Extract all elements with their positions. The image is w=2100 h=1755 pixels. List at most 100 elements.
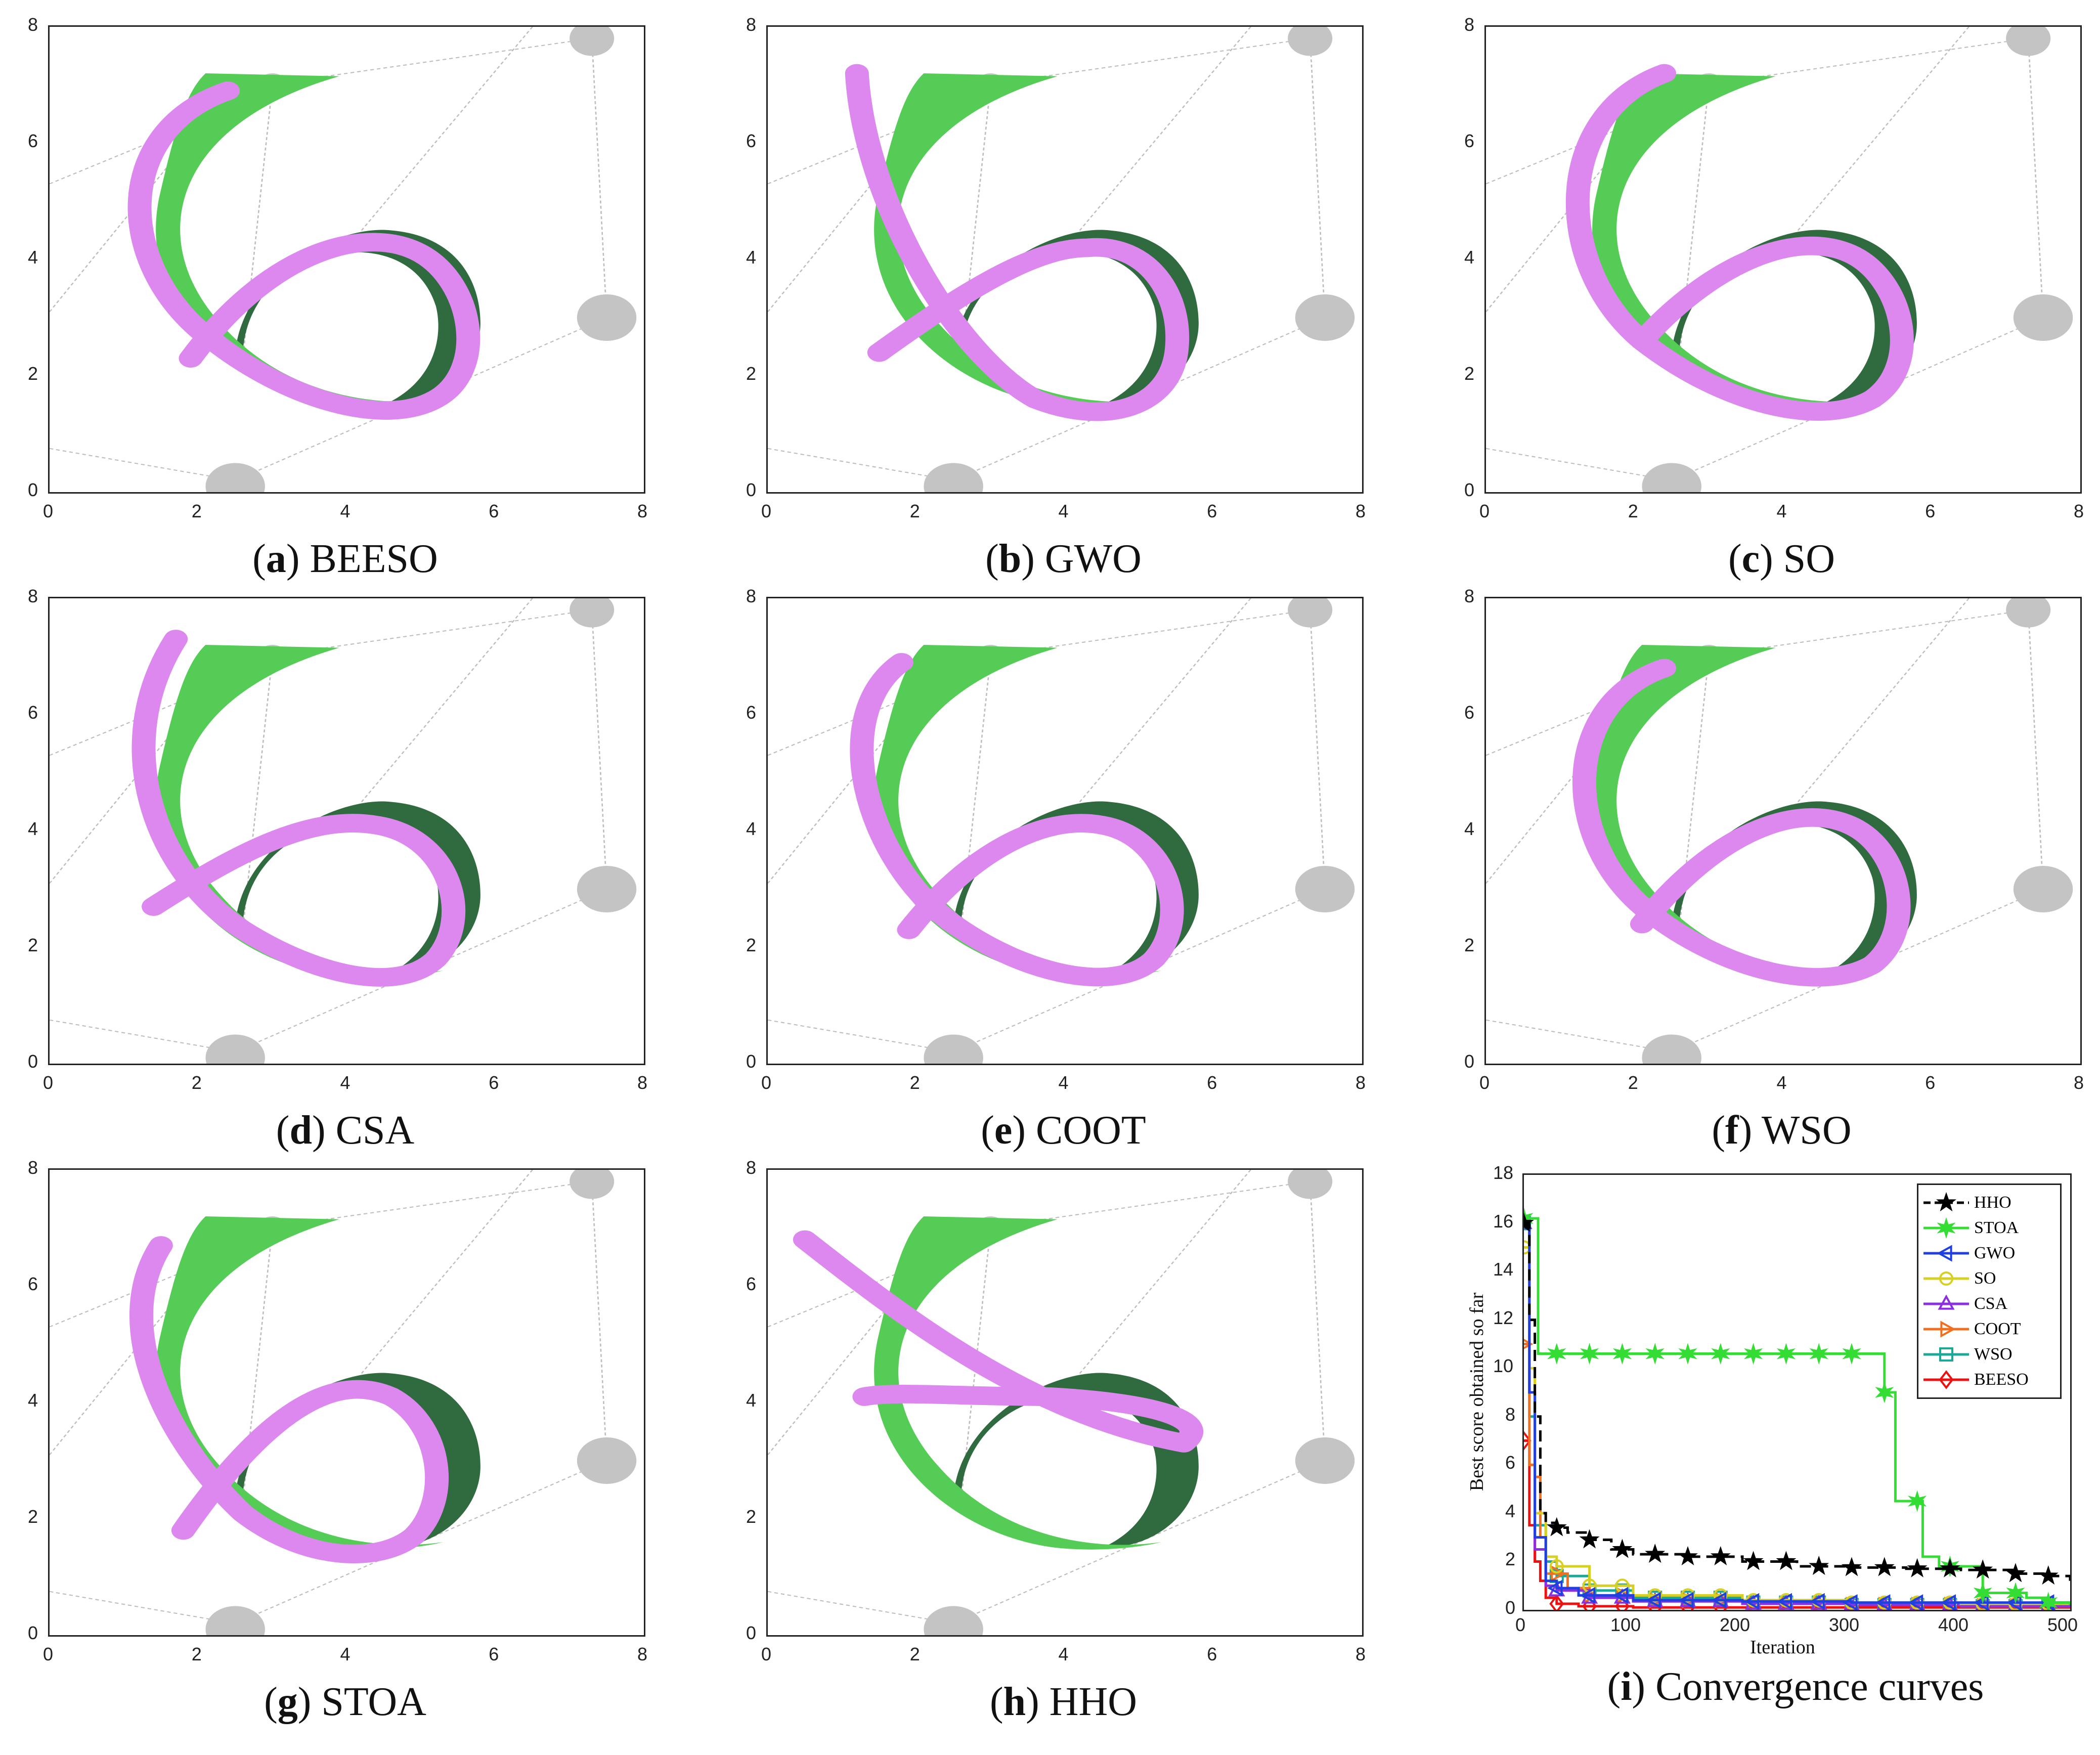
y-tick-label: 2 (28, 935, 38, 955)
guide-line (1797, 598, 1970, 803)
guide-line (1678, 656, 1710, 930)
series-line (1524, 1222, 2070, 1581)
guide-line (1079, 27, 1251, 231)
series-marker (1907, 1558, 1928, 1577)
caption-name: SO (1783, 537, 1835, 581)
x-tick-label: 2 (191, 1644, 202, 1664)
x-tick-label: 4 (340, 1644, 351, 1664)
guide-line (1671, 317, 2044, 481)
y-tick-label: 8 (746, 14, 757, 35)
y-tick-label: 0 (1464, 479, 1475, 500)
x-tick-label: 8 (1355, 1644, 1366, 1664)
panel-caption: (a) BEESO (252, 537, 438, 581)
y-tick-label: 2 (28, 1506, 38, 1527)
x-tick-label: 8 (1355, 501, 1366, 521)
series-marker (2006, 1582, 2025, 1604)
y-tick-label: 0 (28, 1051, 38, 1072)
guide-line (953, 317, 1326, 481)
series-marker (1874, 1557, 1895, 1576)
legend-label: HHO (1974, 1193, 2011, 1212)
series-marker (1841, 1557, 1862, 1576)
guide-line (1486, 448, 1672, 481)
y-tick-label: 18 (1493, 1162, 1514, 1183)
legend-label: BEESO (1974, 1370, 2029, 1389)
legend-swatch (1923, 1271, 1969, 1286)
x-tick-label: 6 (1207, 1644, 1217, 1664)
series-marker (1645, 1544, 1666, 1563)
obstacle (924, 1034, 983, 1064)
series-marker (1612, 1343, 1632, 1365)
obstacle (1288, 598, 1333, 628)
obstacle (1295, 294, 1355, 341)
legend-marker (1939, 1271, 1953, 1286)
series-marker (1579, 1529, 1600, 1549)
data-layer (50, 27, 637, 492)
legend-item: GWO (1918, 1241, 2060, 1266)
y-tick-label: 2 (1464, 935, 1475, 955)
obstacle (577, 1437, 637, 1484)
series-marker (1580, 1587, 1596, 1604)
pink-trajectory (132, 630, 466, 987)
y-tick-label: 4 (28, 1390, 38, 1411)
guide-line (235, 1460, 607, 1624)
y-tick-label: 6 (28, 1274, 38, 1294)
panel-caption: (i) Convergence curves (1607, 1664, 1984, 1709)
series-hho (1524, 1212, 2070, 1585)
caption-name: WSO (1761, 1108, 1852, 1153)
series-line (1524, 1439, 2070, 1609)
y-tick-label: 0 (746, 1051, 757, 1072)
x-tick-label: 0 (1479, 501, 1490, 521)
series-marker (1547, 1580, 1563, 1597)
y-tick-label: 12 (1493, 1307, 1514, 1328)
target-dark-band (235, 230, 480, 405)
x-tick-label: 8 (637, 1644, 648, 1664)
legend-label: GWO (1974, 1244, 2016, 1262)
y-tick-label: 8 (1464, 14, 1475, 35)
series-marker (1711, 1592, 1727, 1609)
series-marker (1875, 1381, 1894, 1403)
y-tick-label: 8 (28, 1157, 38, 1178)
series-line (1524, 1217, 2070, 1605)
guide-line (361, 1170, 533, 1374)
x-tick-label: 2 (1628, 501, 1638, 521)
obstacle (570, 598, 615, 628)
panel-caption: (d) CSA (276, 1108, 415, 1153)
legend-label: STOA (1974, 1218, 2019, 1237)
obstacle (570, 27, 615, 56)
trajectory-svg (768, 1170, 1355, 1635)
caption-letter: b (998, 537, 1022, 581)
data-layer (768, 598, 1355, 1064)
obstacle (1642, 463, 1701, 492)
x-tick-label: 2 (909, 501, 920, 521)
y-tick-label: 4 (1464, 247, 1475, 268)
y-tick-label: 8 (28, 586, 38, 606)
trajectory-plot (766, 25, 1364, 494)
guide-line (1309, 38, 1326, 318)
legend-swatch (1923, 1294, 1969, 1310)
y-tick-label: 4 (746, 1390, 757, 1411)
legend-label: COOT (1974, 1320, 2021, 1338)
x-tick-label: 2 (909, 1072, 920, 1093)
guide-line (1797, 27, 1970, 231)
series-marker (1524, 1339, 1534, 1349)
legend-swatch (1923, 1321, 1969, 1338)
legend-swatch (1923, 1370, 1969, 1389)
y-tick-label: 6 (1464, 130, 1475, 151)
legend-item: COOT (1918, 1317, 2060, 1342)
legend-swatch (1923, 1217, 1969, 1239)
trajectory-svg (768, 598, 1355, 1064)
legend-label: WSO (1974, 1345, 2013, 1364)
series-marker (1776, 1343, 1796, 1365)
guide-line (768, 1591, 954, 1625)
y-tick-label: 6 (1505, 1452, 1516, 1473)
caption-letter: g (277, 1680, 298, 1724)
caption-name: Convergence curves (1655, 1664, 1984, 1709)
series-marker (1524, 1212, 1534, 1232)
series-marker (1744, 1343, 1763, 1365)
series-marker (1678, 1343, 1697, 1365)
y-tick-label: 0 (28, 1622, 38, 1643)
x-tick-label: 8 (637, 501, 648, 521)
caption-name: COOT (1036, 1108, 1146, 1153)
legend-marker (1939, 1370, 1954, 1389)
series-marker (2039, 1592, 2058, 1610)
